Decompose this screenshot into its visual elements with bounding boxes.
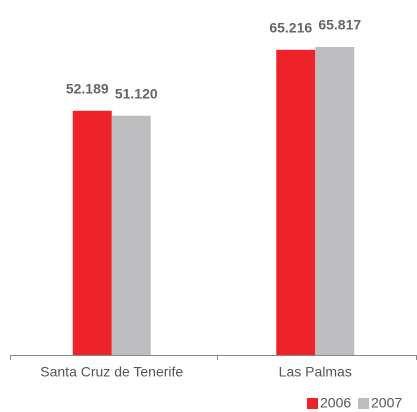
legend-swatch <box>358 398 369 409</box>
legend-label: 2007 <box>371 395 402 411</box>
x-tick-label: Santa Cruz de Tenerife <box>40 364 183 380</box>
value-label: 51.120 <box>115 85 158 101</box>
bar <box>276 49 316 355</box>
value-label: 65.817 <box>318 17 361 33</box>
value-label: 65.216 <box>269 20 312 36</box>
x-tick-label: Las Palmas <box>279 364 352 380</box>
bar <box>315 47 355 355</box>
bar <box>72 110 112 355</box>
value-label: 52.189 <box>66 80 109 96</box>
bar <box>111 115 151 355</box>
legend-label: 2006 <box>320 395 351 411</box>
legend-swatch <box>307 398 318 409</box>
